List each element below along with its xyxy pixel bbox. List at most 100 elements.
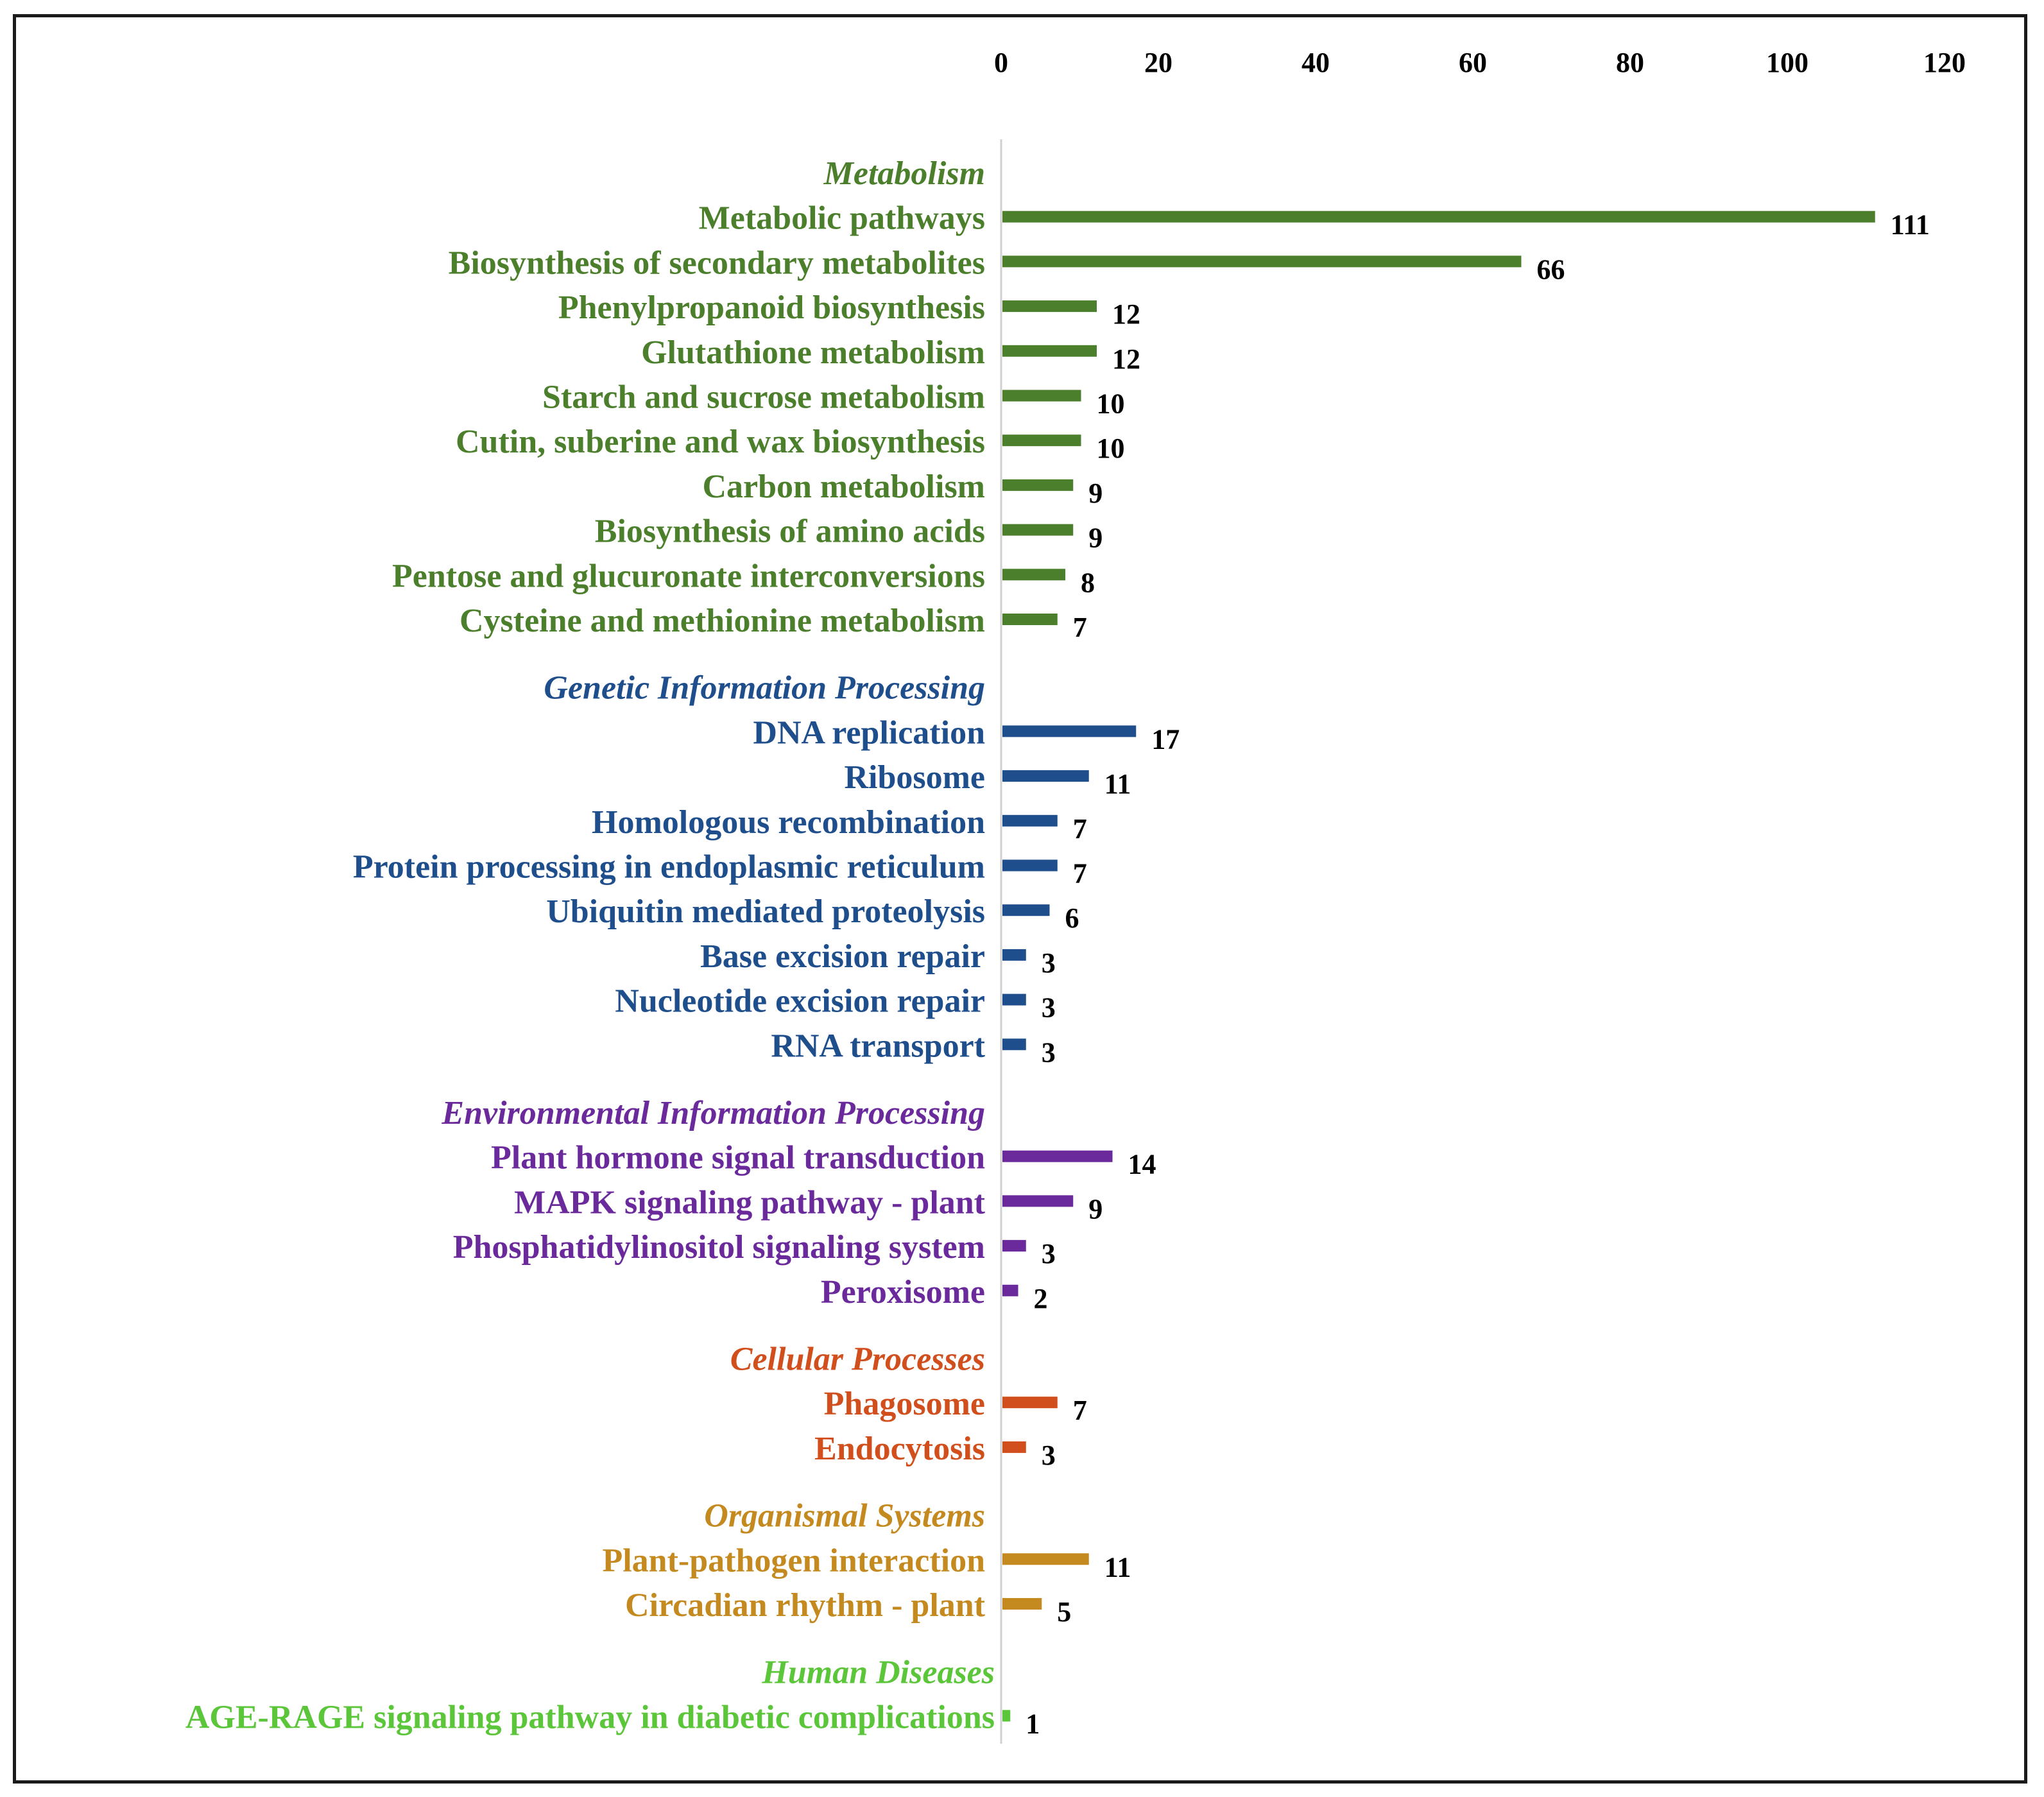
group-header: Cellular Processes xyxy=(730,1341,985,1378)
data-label: 11 xyxy=(1104,1551,1131,1583)
category-label: Starch and sucrose metabolism xyxy=(542,379,985,416)
data-label: 12 xyxy=(1112,343,1140,375)
group-header: Human Diseases xyxy=(761,1655,995,1691)
data-label: 8 xyxy=(1081,567,1095,598)
x-tick-label: 100 xyxy=(1766,47,1808,78)
category-label: Circadian rhythm - plant xyxy=(625,1587,986,1624)
bar xyxy=(1002,993,1026,1006)
bar xyxy=(1002,904,1050,916)
category-label: Protein processing in endoplasmic reticu… xyxy=(353,849,985,886)
data-label: 11 xyxy=(1104,768,1131,800)
bar xyxy=(1002,569,1065,581)
category-label: AGE-RAGE signaling pathway in diabetic c… xyxy=(185,1699,995,1735)
data-label: 3 xyxy=(1042,1238,1056,1269)
x-tick-label: 40 xyxy=(1301,47,1330,78)
bar xyxy=(1002,1710,1011,1722)
category-label: Carbon metabolism xyxy=(702,469,985,505)
data-label: 2 xyxy=(1034,1283,1048,1314)
bar xyxy=(1002,859,1058,872)
category-label: Endocytosis xyxy=(814,1431,985,1467)
bar xyxy=(1002,1038,1026,1051)
group-header: Organismal Systems xyxy=(704,1498,985,1535)
bar xyxy=(1002,949,1026,961)
bar xyxy=(1002,479,1074,491)
category-label: RNA transport xyxy=(771,1027,985,1064)
category-label: Phosphatidylinositol signaling system xyxy=(453,1229,985,1266)
category-group: Organismal Systems Plant-pathogen interac… xyxy=(602,1498,1131,1628)
group-header: Environmental Information Processing xyxy=(441,1095,985,1131)
bar xyxy=(1002,524,1074,536)
category-group: Cellular Processes Phagosome 7 Endocytosis 3 xyxy=(730,1341,1087,1471)
x-tick-label: 80 xyxy=(1616,47,1644,78)
category-label: Glutathione metabolism xyxy=(641,334,985,371)
category-label: Cutin, suberine and wax biosynthesis xyxy=(456,424,985,460)
x-tick-label: 60 xyxy=(1459,47,1487,78)
chart-frame: 0 20 40 60 80 100 120 Metabolism Metabolic path… xyxy=(13,14,2027,1784)
group-header: Genetic Information Processing xyxy=(544,670,985,707)
category-label: Homologous recombination xyxy=(592,804,985,841)
bar xyxy=(1002,1397,1058,1409)
x-tick-label: 120 xyxy=(1923,47,1966,78)
category-group: Metabolism Metabolic pathways 111 Biosynthe… xyxy=(392,155,1930,643)
data-label: 66 xyxy=(1537,254,1565,285)
data-label: 12 xyxy=(1112,298,1140,330)
data-label: 10 xyxy=(1097,433,1125,464)
data-label: 7 xyxy=(1073,858,1087,890)
category-label: Base excision repair xyxy=(700,938,985,975)
x-axis: 0 20 40 60 80 100 120 xyxy=(994,47,1966,1744)
kegg-bar-chart: 0 20 40 60 80 100 120 Metabolism Metabolic path… xyxy=(185,47,1966,1744)
data-label: 7 xyxy=(1073,612,1087,643)
bar xyxy=(1002,1195,1074,1207)
data-label: 3 xyxy=(1042,992,1056,1024)
data-label: 111 xyxy=(1891,209,1930,241)
category-label: Nucleotide excision repair xyxy=(615,983,985,1020)
category-label: Pentose and glucuronate interconversions xyxy=(392,558,985,594)
data-label: 3 xyxy=(1042,947,1056,979)
data-label: 1 xyxy=(1026,1708,1040,1739)
data-label: 3 xyxy=(1042,1036,1056,1068)
bar xyxy=(1002,1240,1026,1252)
bar xyxy=(1002,1598,1042,1610)
x-tick-label: 20 xyxy=(1144,47,1172,78)
category-group: Human Diseases AGE-RAGE signaling pathway… xyxy=(185,1655,1040,1740)
bar xyxy=(1002,1150,1113,1162)
bar xyxy=(1002,345,1097,357)
bar xyxy=(1002,614,1058,625)
bar xyxy=(1002,255,1522,268)
data-label: 6 xyxy=(1065,902,1079,934)
bar xyxy=(1002,390,1081,402)
category-label: Biosynthesis of secondary metabolites xyxy=(449,245,985,281)
data-label: 9 xyxy=(1088,477,1103,509)
category-label: Phenylpropanoid biosynthesis xyxy=(558,289,985,326)
data-label: 17 xyxy=(1151,723,1180,755)
data-label: 9 xyxy=(1088,522,1103,554)
bar xyxy=(1002,1553,1089,1565)
category-group: Genetic Information Processing DNA replic… xyxy=(353,670,1180,1069)
data-label: 3 xyxy=(1042,1440,1056,1471)
bar xyxy=(1002,1284,1018,1296)
category-group: Environmental Information Processing Plan… xyxy=(441,1095,1156,1314)
bar xyxy=(1002,770,1089,782)
data-label: 7 xyxy=(1073,813,1087,845)
bar xyxy=(1002,300,1097,313)
category-label: Cysteine and methionine metabolism xyxy=(459,603,985,639)
category-label: MAPK signaling pathway - plant xyxy=(514,1184,986,1221)
category-label: Phagosome xyxy=(824,1386,985,1422)
category-label: Ubiquitin mediated proteolysis xyxy=(546,893,985,930)
category-label: Biosynthesis of amino acids xyxy=(595,513,985,550)
category-label: DNA replication xyxy=(753,714,985,751)
data-label: 5 xyxy=(1057,1596,1071,1628)
group-header: Metabolism xyxy=(823,155,985,192)
data-label: 10 xyxy=(1097,388,1125,420)
bar xyxy=(1002,434,1081,447)
bar xyxy=(1002,814,1058,827)
bar xyxy=(1002,211,1875,223)
category-label: Plant hormone signal transduction xyxy=(491,1140,985,1176)
category-label: Metabolic pathways xyxy=(699,200,985,237)
data-label: 14 xyxy=(1128,1149,1156,1180)
data-label: 9 xyxy=(1088,1193,1103,1225)
bar xyxy=(1002,725,1137,737)
category-label: Plant-pathogen interaction xyxy=(602,1542,985,1579)
bar xyxy=(1002,1441,1026,1453)
